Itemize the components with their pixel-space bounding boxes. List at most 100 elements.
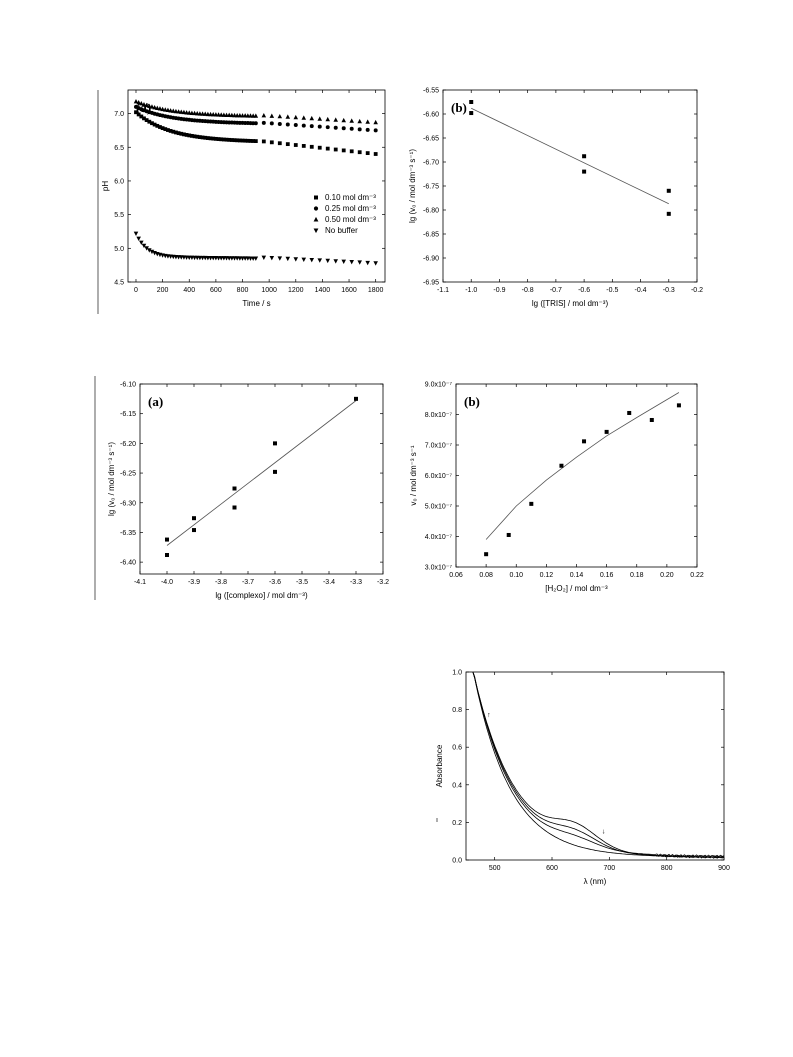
- data-point: [216, 137, 221, 141]
- x-tick-label: -0.8: [522, 287, 534, 294]
- y-tick-label: 9.0x10⁻⁷: [425, 382, 453, 389]
- x-tick-label: -3.7: [242, 579, 254, 586]
- data-point: [227, 137, 232, 142]
- x-tick-label: 0.20: [660, 572, 674, 579]
- x-tick-label: 1600: [341, 287, 357, 294]
- y-tick-label: 0.2: [452, 820, 462, 827]
- x-tick-label: -0.3: [663, 287, 675, 294]
- data-point: [365, 151, 370, 156]
- v0-vs-h2o2-chart: 0.06 0.08 0.10 0.12 0.14 0.16 0.18 0.20 0.22 3.0x…: [409, 382, 704, 594]
- data-point: [261, 139, 266, 144]
- data-point: [166, 128, 170, 132]
- data-point: [176, 131, 181, 136]
- data-point: [261, 120, 266, 125]
- y-tick-label: -6.20: [120, 441, 136, 448]
- data-point: [273, 441, 277, 446]
- series-1: [134, 110, 378, 156]
- x-tick-label: 200: [157, 287, 169, 294]
- data-point: [269, 121, 274, 126]
- data-point: [229, 138, 234, 142]
- plot-frame: [465, 671, 725, 861]
- data-point: [147, 248, 152, 253]
- data-point: [149, 249, 155, 255]
- x-tick-label: -3.3: [350, 579, 362, 586]
- data-point: [529, 501, 534, 506]
- y-tick-label: 7.0x10⁻⁷: [425, 443, 453, 450]
- absorbance-trace: [472, 671, 725, 858]
- data-point: [187, 133, 192, 138]
- data-point: [269, 255, 275, 261]
- data-point: [357, 118, 362, 124]
- x-tick-label: -4.1: [134, 579, 146, 586]
- y-tick-label: -6.95: [423, 280, 439, 287]
- data-point: [155, 123, 160, 128]
- y-tick-label: 0.0: [452, 858, 462, 865]
- data-point: [269, 113, 275, 118]
- data-point: [277, 141, 282, 146]
- data-point: [301, 115, 307, 120]
- data-point: [136, 236, 141, 242]
- data-point: [365, 119, 370, 124]
- data-point: [165, 537, 169, 542]
- x-tick-label: 1200: [288, 287, 304, 294]
- data-point: [333, 259, 339, 264]
- data-point: [147, 103, 152, 108]
- data-point: [190, 133, 194, 138]
- data-point: [163, 127, 168, 132]
- data-point: [144, 102, 149, 108]
- data-point: [666, 211, 671, 216]
- x-tick-label: -0.5: [606, 287, 618, 294]
- data-point: [301, 257, 307, 262]
- y-tick-label: -6.80: [423, 208, 439, 215]
- data-point: [317, 116, 323, 121]
- data-point: [341, 126, 346, 131]
- data-point: [198, 135, 202, 139]
- data-point: [232, 138, 237, 143]
- data-point: [349, 260, 354, 265]
- x-tick-label: 0.12: [540, 572, 554, 579]
- arrow-down-annotation: ↓: [602, 829, 606, 836]
- data-point: [373, 119, 378, 125]
- data-point: [333, 117, 339, 122]
- data-point: [208, 136, 213, 141]
- data-point: [144, 246, 149, 251]
- x-axis-title: λ (nm): [584, 877, 607, 886]
- data-point: [293, 143, 298, 147]
- data-point: [582, 154, 587, 159]
- legend-marker: [314, 195, 318, 200]
- data-point: [165, 553, 169, 557]
- data-point: [357, 260, 362, 265]
- x-tick-label: 0.06: [449, 572, 463, 579]
- absorbance-trace: [472, 671, 725, 859]
- absorbance-trace: [472, 671, 725, 859]
- y-tick-label: -6.55: [423, 88, 439, 95]
- data-point: [333, 147, 338, 152]
- y-tick-label: -6.40: [120, 560, 136, 567]
- ph-vs-time-chart: 0 200 400 600 800 1000 1200 1400 1600 1800 4.5 5.0 5…: [101, 89, 386, 308]
- y-tick-label: 5.0x10⁻⁷: [425, 504, 453, 511]
- data-point: [354, 396, 358, 401]
- x-tick-label: 700: [603, 865, 615, 872]
- legend-marker: [313, 206, 319, 211]
- data-point: [170, 108, 176, 113]
- y-tick-label: -6.25: [120, 471, 136, 478]
- data-point: [133, 98, 139, 104]
- data-point: [293, 114, 299, 120]
- data-point: [213, 136, 218, 141]
- data-point: [309, 258, 315, 263]
- data-point: [168, 129, 173, 133]
- data-point: [325, 116, 331, 122]
- data-point: [261, 112, 267, 118]
- data-point: [147, 119, 152, 124]
- x-tick-label: -0.4: [635, 287, 647, 294]
- data-point: [192, 528, 196, 533]
- data-point: [285, 142, 290, 147]
- data-point: [582, 439, 587, 444]
- data-point: [240, 138, 245, 143]
- data-point: [277, 121, 282, 126]
- x-tick-label: -3.6: [269, 579, 281, 586]
- data-point: [285, 122, 290, 127]
- data-point: [506, 532, 511, 537]
- data-point: [157, 106, 163, 111]
- plot-frame: [127, 89, 386, 283]
